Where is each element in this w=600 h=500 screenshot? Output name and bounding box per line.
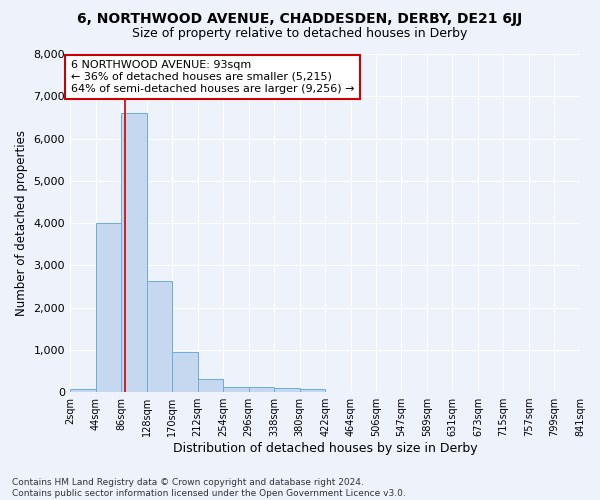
Bar bbox=[197, 379, 223, 392]
Bar bbox=[146, 282, 172, 392]
Y-axis label: Number of detached properties: Number of detached properties bbox=[15, 130, 28, 316]
Bar bbox=[172, 352, 197, 392]
X-axis label: Distribution of detached houses by size in Derby: Distribution of detached houses by size … bbox=[173, 442, 478, 455]
Text: Size of property relative to detached houses in Derby: Size of property relative to detached ho… bbox=[133, 28, 467, 40]
Bar bbox=[249, 387, 274, 392]
Text: Contains HM Land Registry data © Crown copyright and database right 2024.
Contai: Contains HM Land Registry data © Crown c… bbox=[12, 478, 406, 498]
Bar bbox=[70, 389, 95, 392]
Text: 6, NORTHWOOD AVENUE, CHADDESDEN, DERBY, DE21 6JJ: 6, NORTHWOOD AVENUE, CHADDESDEN, DERBY, … bbox=[77, 12, 523, 26]
Text: 6 NORTHWOOD AVENUE: 93sqm
← 36% of detached houses are smaller (5,215)
64% of se: 6 NORTHWOOD AVENUE: 93sqm ← 36% of detac… bbox=[71, 60, 354, 94]
Bar bbox=[274, 388, 300, 392]
Bar bbox=[223, 386, 249, 392]
Bar bbox=[95, 223, 121, 392]
Bar bbox=[121, 113, 146, 392]
Bar bbox=[300, 390, 325, 392]
